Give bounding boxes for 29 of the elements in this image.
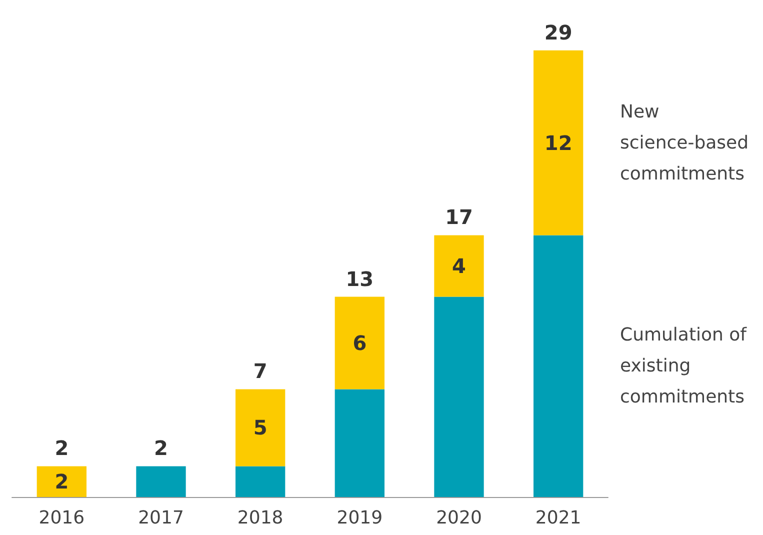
bar <box>534 235 584 497</box>
total-label: 17 <box>445 205 473 230</box>
data-label: 2 <box>54 470 69 494</box>
x-tick-label: 2017 <box>138 508 184 528</box>
total-label: 7 <box>253 359 268 384</box>
data-label: 4 <box>452 254 466 278</box>
bar <box>136 466 186 497</box>
data-label: 5 <box>253 416 268 440</box>
x-tick-label: 2018 <box>237 508 284 528</box>
total-label: 13 <box>346 266 374 291</box>
bar <box>334 296 384 390</box>
bar <box>334 389 384 497</box>
x-tick-label: 2019 <box>336 508 383 528</box>
bar <box>434 296 484 497</box>
bar <box>534 50 584 236</box>
x-tick-label: 2016 <box>38 508 85 528</box>
text: Cumulation of existing commitments <box>620 324 752 408</box>
text: New science-based commitments <box>620 101 754 184</box>
bar <box>36 466 86 497</box>
total-label: 2 <box>154 436 168 460</box>
bar <box>236 466 286 497</box>
bar <box>236 389 286 466</box>
data-label: 12 <box>544 130 572 155</box>
data-label: 6 <box>352 331 367 355</box>
bar <box>434 235 484 297</box>
total-label: 29 <box>544 20 572 44</box>
x-tick-label: 2020 <box>436 508 482 528</box>
total-label: 2 <box>54 436 69 460</box>
x-tick-label: 2021 <box>535 508 582 528</box>
